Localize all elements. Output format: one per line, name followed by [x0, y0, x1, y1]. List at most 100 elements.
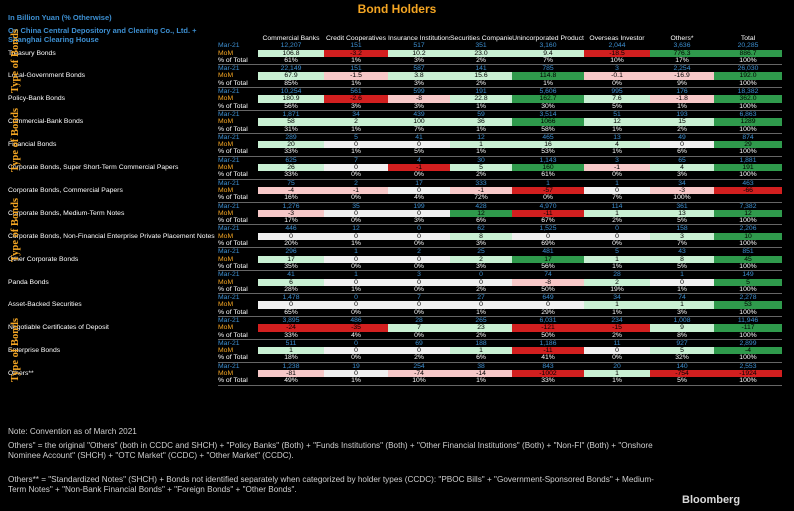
table-cell: 30 — [477, 156, 485, 164]
table-cell: 18% — [258, 354, 324, 363]
table-cell: 12 — [714, 209, 782, 218]
table-cell: 49% — [258, 377, 324, 386]
table-cell: 785 — [542, 65, 554, 73]
table-cell: 3 — [417, 271, 421, 279]
table-cell: 776.3 — [650, 49, 714, 57]
table-cell: -15 — [584, 324, 650, 332]
table-cell: -81 — [258, 370, 324, 378]
table-cell: 13 — [650, 209, 714, 218]
table-cell: 511 — [285, 339, 297, 347]
table-cell: 0% — [324, 194, 388, 203]
table-cell: -3.2 — [324, 49, 388, 57]
table-cell: 0% — [512, 194, 584, 203]
table-row: MoM -24 -35 7 23 -121 -15 9 -117 — [8, 324, 782, 332]
table-cell: 1,276 — [282, 202, 300, 210]
table-cell: 1% — [450, 102, 512, 111]
table-row: % of Total 18% 0% 2% 6% 41% 0% 32% 100% — [8, 354, 782, 363]
table-cell: 0% — [388, 331, 450, 340]
table-cell: 151 — [350, 42, 362, 50]
column-header: Unincorporated Product — [512, 35, 584, 42]
table-row: Financial Bonds Mar-21 289 5 41 12 465 13 49 874 — [8, 133, 782, 148]
table-cell: 22,149 — [280, 65, 302, 73]
column-header: Overseas Investor — [589, 35, 645, 42]
table-cell: 100% — [714, 354, 782, 363]
table-cell: 2% — [584, 331, 650, 340]
table-cell: 74 — [544, 271, 552, 279]
table-cell: 100% — [714, 125, 782, 134]
row-sublabel: MoM — [218, 72, 234, 80]
table-cell: 3,895 — [282, 316, 300, 324]
table-cell: -16.9 — [650, 72, 714, 80]
table-cell: 23 — [450, 324, 512, 332]
table-cell: 254 — [413, 362, 425, 370]
table-cell: 30% — [512, 102, 584, 111]
table-cell: 265 — [475, 316, 487, 324]
table-cell: 69 — [415, 339, 423, 347]
table-cell: 32% — [650, 354, 714, 363]
table-cell: 0 — [354, 294, 358, 302]
table-cell: 1 — [650, 301, 714, 309]
row-sublabel: Mar-21 — [218, 65, 240, 73]
table-cell: 0 — [388, 347, 450, 355]
table-cell: 0 — [324, 278, 388, 286]
table-cell: 6 — [258, 278, 324, 286]
table-cell: 0 — [388, 186, 450, 195]
table-cell: -1002 — [512, 370, 584, 378]
table-cell: 51 — [613, 110, 621, 118]
table-cell: -1 — [450, 186, 512, 195]
row-sublabel: MoM — [218, 255, 234, 263]
table-cell: 22.8 — [450, 95, 512, 103]
table-cell: -1924 — [714, 370, 782, 378]
row-sublabel: Mar-21 — [218, 339, 240, 347]
table-cell: 3% — [650, 308, 714, 317]
bond-type-label: Corporate Bonds, Super Short-Term Commer… — [8, 164, 179, 172]
table-cell: 100% — [714, 148, 782, 157]
table-cell: 23.0 — [450, 49, 512, 57]
table-cell: 5 — [650, 347, 714, 355]
table-cell: 1 — [546, 179, 550, 187]
table-cell: 53 — [714, 301, 782, 309]
row-sublabel: Mar-21 — [218, 248, 240, 256]
table-cell: 8 — [450, 232, 512, 241]
table-cell: 362.0 — [714, 95, 782, 103]
table-cell: 1,871 — [282, 110, 300, 118]
table-cell: 3 — [650, 232, 714, 241]
table-cell: 50% — [512, 285, 584, 295]
table-cell: 140 — [676, 362, 688, 370]
table-cell: 2% — [450, 171, 512, 180]
table-cell: -1 — [388, 164, 450, 172]
table-cell: 5% — [584, 102, 650, 111]
table-cell: 2,278 — [739, 294, 757, 302]
table-cell: 1% — [450, 125, 512, 134]
table-cell: 5 — [354, 133, 358, 141]
table-cell: 4,970 — [539, 202, 557, 210]
table-cell: 28 — [415, 316, 423, 324]
table-cell: 1 — [450, 141, 512, 149]
table-cell: -117 — [714, 324, 782, 332]
table-cell: 11,946 — [737, 316, 759, 324]
header-row: Commercial Banks Credit Cooperatives Ins… — [8, 35, 782, 42]
row-sublabel: Mar-21 — [218, 110, 240, 118]
bond-type-label: Local-Government Bonds — [8, 72, 86, 80]
table-cell: 35 — [352, 202, 360, 210]
table-cell: 1,008 — [673, 316, 691, 324]
table-cell: 65 — [678, 156, 686, 164]
table-row: % of Total 20% 1% 0% 3% 69% 0% 7% 100% — [8, 240, 782, 249]
table-cell: 26 — [258, 164, 324, 172]
table-cell: 7 — [354, 156, 358, 164]
table-row: % of Total 65% 0% 0% 1% 29% 1% 3% 100% — [8, 308, 782, 317]
row-sublabel: Mar-21 — [218, 362, 240, 370]
table-cell: 3,636 — [673, 42, 691, 50]
row-sublabel: % of Total — [218, 125, 258, 134]
table-cell: 0 — [512, 232, 584, 241]
bond-holders-table: Commercial Banks Credit Cooperatives Ins… — [8, 35, 782, 386]
table-cell: 100% — [714, 171, 782, 180]
table-cell: 58% — [512, 125, 584, 134]
table-cell: 176 — [676, 88, 688, 96]
table-cell: 35% — [258, 262, 324, 272]
table-cell: 16 — [512, 141, 584, 149]
bond-type-label: Commercial-Bank Bonds — [8, 118, 84, 126]
column-header: Total — [740, 35, 756, 42]
bond-type-label: Policy-Bank Bonds — [8, 95, 66, 103]
table-cell: 0 — [417, 225, 421, 233]
